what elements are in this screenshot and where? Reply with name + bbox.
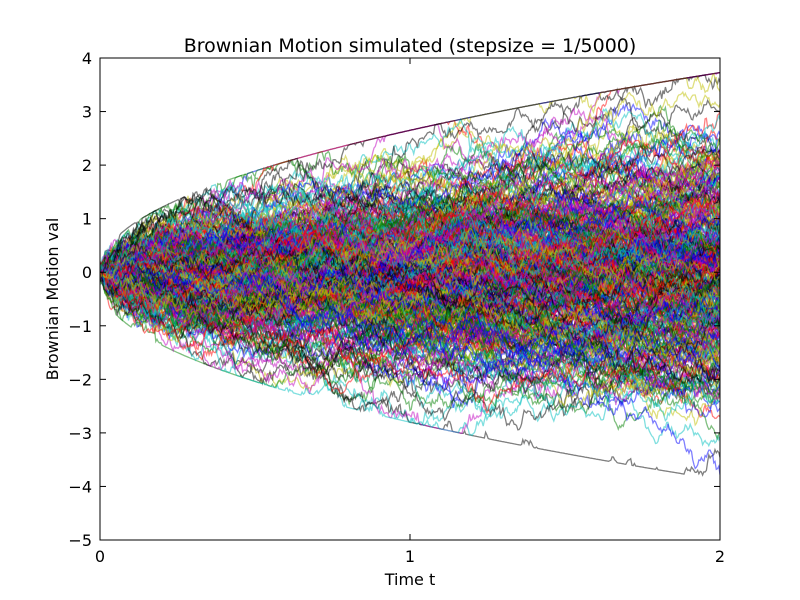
y-tick-label: −3 [68,424,92,443]
x-tick-label: 1 [405,547,415,566]
x-tick-label: 2 [715,547,725,566]
y-tick-label: −4 [68,477,92,496]
y-tick-label: 3 [82,103,92,122]
y-tick-label: 0 [82,263,92,282]
y-tick-label: 2 [82,156,92,175]
x-tick-label: 0 [95,547,105,566]
y-axis-label: Brownian Motion val [43,218,62,381]
y-tick-label: −2 [68,370,92,389]
chart-title: Brownian Motion simulated (stepsize = 1/… [184,35,637,57]
y-tick-label: 4 [82,49,92,68]
y-tick-label: −1 [68,317,92,336]
y-tick-label: −5 [68,531,92,550]
x-axis-label: Time t [384,570,436,589]
y-tick-label: 1 [82,210,92,229]
